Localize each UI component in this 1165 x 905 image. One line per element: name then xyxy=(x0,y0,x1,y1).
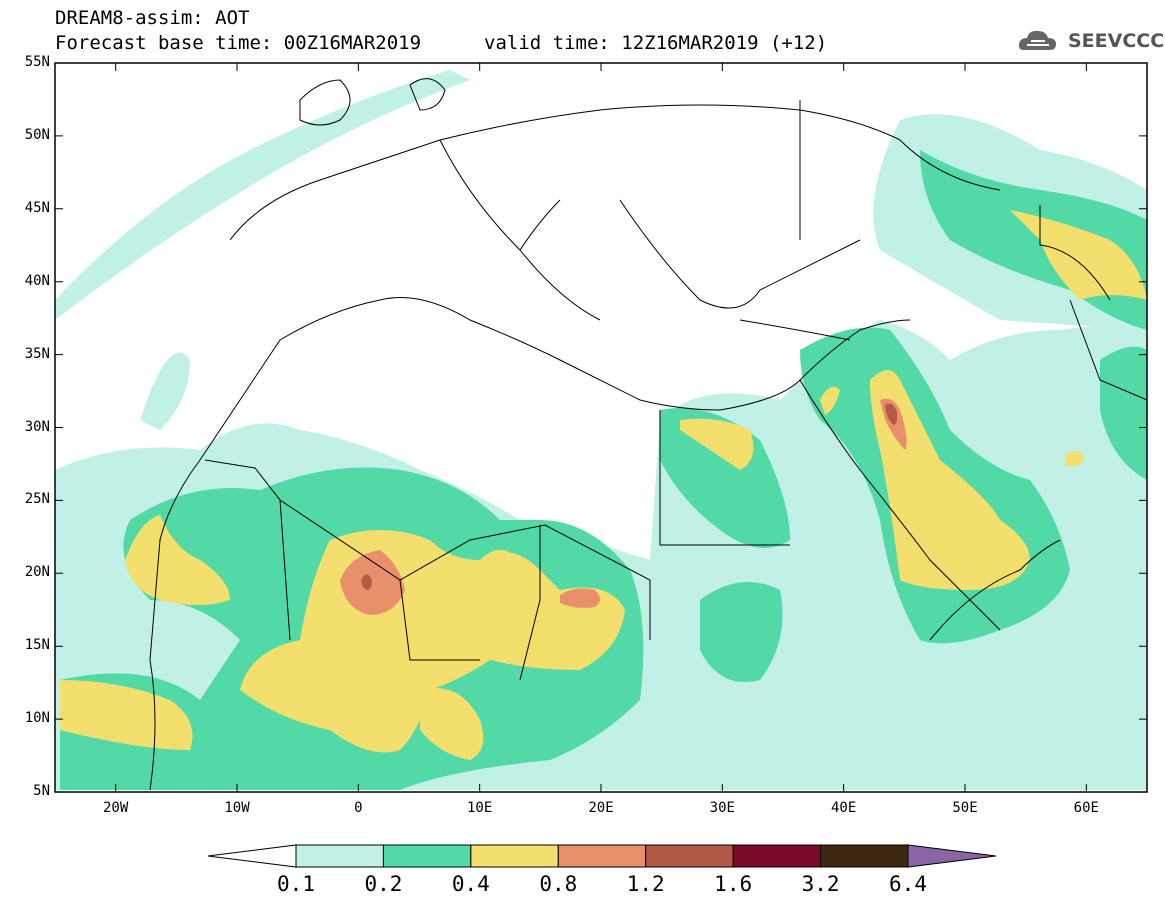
lon-label: 50E xyxy=(952,800,978,816)
colorbar-cell xyxy=(645,844,734,868)
lon-label: 20W xyxy=(103,800,129,816)
lat-label: 40N xyxy=(24,272,50,289)
colorbar-label: 0.8 xyxy=(539,872,578,896)
colorbar-label: 3.2 xyxy=(801,872,840,896)
colorbar-label: 1.2 xyxy=(626,872,665,896)
colorbar-cell xyxy=(557,844,647,868)
colorbar-cell xyxy=(470,844,559,868)
colorbar-cell xyxy=(295,844,384,868)
colorbar-high-arrow xyxy=(907,844,997,868)
lon-label: 10E xyxy=(467,800,493,816)
valid-time: valid time: 12Z16MAR2019 (+12) xyxy=(484,32,828,54)
colorbar-cell xyxy=(732,844,822,868)
lat-label: 10N xyxy=(24,710,50,727)
map-title: DREAM8-assim: AOT xyxy=(55,7,250,29)
logo-text: SEEVCCC xyxy=(1068,30,1165,52)
lon-label: 30E xyxy=(709,800,735,816)
lon-label: 0 xyxy=(354,800,363,816)
lat-label: 45N xyxy=(24,199,50,216)
lon-label: 20E xyxy=(588,800,614,816)
aot-band-1.2 xyxy=(361,403,898,590)
lon-label: 10W xyxy=(224,800,250,816)
colorbar-cell xyxy=(382,844,472,868)
colorbar-label: 0.2 xyxy=(364,872,403,896)
colorbar-label: 0.1 xyxy=(277,872,315,896)
lat-label: 20N xyxy=(24,564,50,581)
colorbar-label: 1.6 xyxy=(714,872,753,896)
aot-band-0.4 xyxy=(60,210,1147,760)
map-frame xyxy=(54,62,1148,793)
forecast-base-time: Forecast base time: 00Z16MAR2019 xyxy=(55,32,422,54)
lon-label: 60E xyxy=(1073,800,1099,816)
colorbar-cell xyxy=(820,844,909,868)
colorbar-label: 6.4 xyxy=(889,872,927,896)
grid-ticks xyxy=(55,63,1147,792)
cloud-icon xyxy=(1018,30,1056,50)
country-borders xyxy=(149,78,1147,791)
colorbar-low-arrow xyxy=(207,844,297,868)
lat-label: 55N xyxy=(24,54,50,70)
lat-label: 35N xyxy=(24,345,50,362)
lon-label: 40E xyxy=(831,800,857,816)
lat-label: 15N xyxy=(24,637,50,654)
lat-label: 5N xyxy=(33,783,50,799)
aot-fields xyxy=(55,63,1147,792)
lat-label: 50N xyxy=(24,126,50,143)
lat-label: 25N xyxy=(24,491,50,508)
lat-label: 30N xyxy=(24,418,50,435)
colorbar-label: 0.4 xyxy=(451,872,490,896)
